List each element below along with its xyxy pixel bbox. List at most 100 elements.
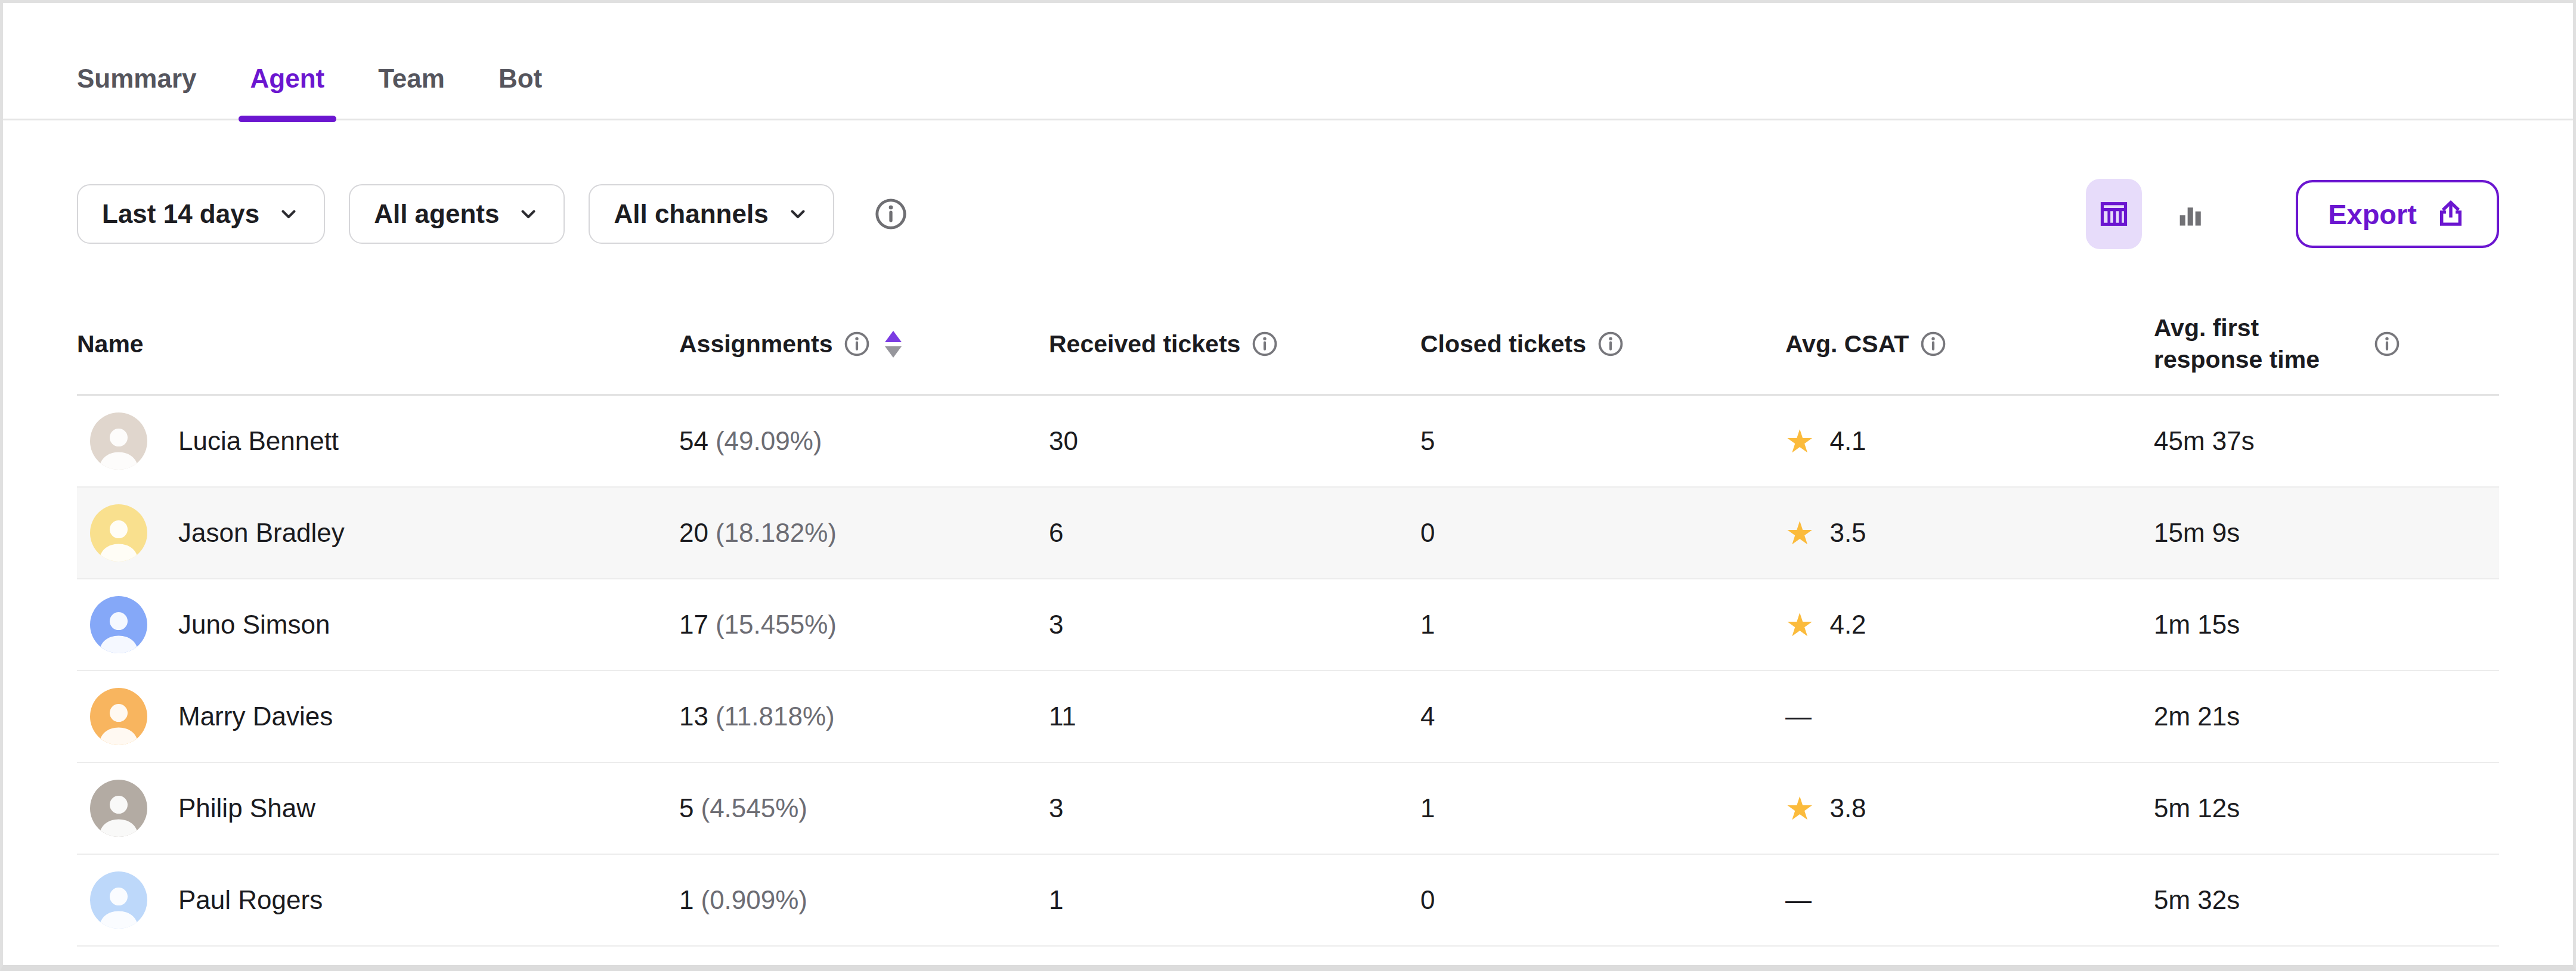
assignments-value: 17 — [679, 610, 708, 639]
closed-value: 0 — [1420, 518, 1435, 547]
assignments-percent: (49.09%) — [716, 426, 822, 455]
info-icon[interactable] — [843, 330, 871, 358]
sort-asc-icon — [885, 331, 902, 342]
upload-icon — [2435, 198, 2467, 230]
closed-value: 4 — [1420, 702, 1435, 731]
csat-value: 4.2 — [1829, 610, 1866, 640]
closed-value: 5 — [1420, 426, 1435, 455]
report-tabs: Summary Agent Team Bot — [3, 46, 2573, 120]
assignments-cell: 17 (15.455%) — [679, 610, 1049, 640]
closed-cell: 0 — [1420, 518, 1785, 548]
tab-team[interactable]: Team — [366, 46, 457, 119]
frt-value: 1m 15s — [2154, 610, 2240, 639]
agent-name-cell: Philip Shaw — [77, 780, 679, 837]
person-icon — [94, 513, 143, 561]
table-body: Lucia Bennett 54(49.09%) 30 5 ★ 4.1 45m … — [77, 396, 2499, 947]
received-value: 30 — [1049, 426, 1078, 455]
frt-value: 5m 32s — [2154, 885, 2240, 914]
agent-name: Paul Rogers — [178, 885, 323, 915]
agent-name: Lucia Bennett — [178, 426, 339, 456]
export-label: Export — [2328, 198, 2417, 231]
assignments-value: 54 — [679, 426, 708, 455]
closed-cell: 1 — [1420, 610, 1785, 640]
received-value: 6 — [1049, 518, 1063, 547]
csat-value: — — [1785, 702, 1812, 731]
avatar — [90, 871, 147, 929]
frt-value: 15m 9s — [2154, 518, 2240, 547]
filters-info-icon[interactable] — [874, 197, 908, 231]
table-row[interactable]: Jason Bradley 20(18.182%) 6 0 ★ 3.5 15m … — [77, 488, 2499, 579]
star-icon: ★ — [1785, 609, 1814, 641]
agent-name-cell: Juno Simson — [77, 596, 679, 653]
info-icon[interactable] — [2373, 330, 2401, 358]
agent-name: Philip Shaw — [178, 793, 315, 823]
chart-view-toggle[interactable] — [2162, 179, 2218, 249]
avatar — [90, 780, 147, 837]
frt-cell: 1m 15s — [2154, 610, 2499, 640]
column-header-name: Name — [77, 330, 679, 358]
star-icon: ★ — [1785, 425, 1814, 457]
table-row[interactable]: Paul Rogers 1(0.909%) 1 0 ★ — 5m 32s — [77, 855, 2499, 947]
received-cell: 3 — [1049, 610, 1420, 640]
received-value: 3 — [1049, 610, 1063, 639]
tab-agent[interactable]: Agent — [239, 46, 337, 119]
csat-cell: ★ 4.2 — [1785, 609, 2154, 641]
sort-control[interactable] — [885, 331, 902, 358]
tab-summary[interactable]: Summary — [65, 46, 209, 119]
tab-bot[interactable]: Bot — [487, 46, 554, 119]
assignments-value: 1 — [679, 885, 693, 914]
csat-value: 3.8 — [1829, 793, 1866, 823]
agent-name: Marry Davies — [178, 702, 333, 731]
closed-cell: 0 — [1420, 885, 1785, 915]
frt-cell: 45m 37s — [2154, 426, 2499, 456]
table-header-row: Name Assignments Received tickets Closed… — [77, 312, 2499, 396]
assignments-percent: (4.545%) — [701, 793, 807, 823]
star-icon: ★ — [1785, 792, 1814, 824]
frt-value: 5m 12s — [2154, 793, 2240, 823]
table-row[interactable]: Juno Simson 17 (15.455%) 3 1 ★ 4.2 1m 15s — [77, 579, 2499, 671]
table-row[interactable]: Marry Davies 13(11.818%) 11 4 ★ — 2m 21s — [77, 671, 2499, 763]
chevron-down-icon — [787, 203, 809, 225]
export-button[interactable]: Export — [2296, 180, 2499, 248]
assignments-value: 5 — [679, 793, 693, 823]
info-icon[interactable] — [1597, 330, 1624, 358]
agent-name-cell: Lucia Bennett — [77, 412, 679, 470]
received-cell: 3 — [1049, 793, 1420, 823]
info-icon[interactable] — [1919, 330, 1947, 358]
table-row[interactable]: Philip Shaw 5 (4.545%) 3 1 ★ 3.8 5m 12s — [77, 763, 2499, 855]
received-value: 3 — [1049, 793, 1063, 823]
assignments-value: 20 — [679, 518, 708, 547]
avatar — [90, 688, 147, 745]
filter-dropdown-2[interactable]: All channels — [589, 184, 834, 244]
closed-cell: 1 — [1420, 793, 1785, 823]
closed-cell: 5 — [1420, 426, 1785, 456]
person-icon — [94, 788, 143, 837]
person-icon — [94, 696, 143, 745]
received-cell: 1 — [1049, 885, 1420, 915]
chevron-down-icon — [517, 203, 540, 225]
assignments-percent: (0.909%) — [701, 885, 807, 914]
table-view-toggle[interactable] — [2086, 179, 2142, 249]
assignments-cell: 20(18.182%) — [679, 518, 1049, 548]
filter-dropdown-1[interactable]: All agents — [349, 184, 565, 244]
avatar — [90, 412, 147, 470]
frt-cell: 15m 9s — [2154, 518, 2499, 548]
table-row[interactable]: Lucia Bennett 54(49.09%) 30 5 ★ 4.1 45m … — [77, 396, 2499, 488]
assignments-cell: 13(11.818%) — [679, 702, 1049, 731]
assignments-percent: (15.455%) — [716, 610, 837, 639]
person-icon — [94, 421, 143, 470]
closed-value: 1 — [1420, 610, 1435, 639]
info-icon[interactable] — [1251, 330, 1278, 358]
agent-name-cell: Marry Davies — [77, 688, 679, 745]
filter-dropdown-0[interactable]: Last 14 days — [77, 184, 325, 244]
agent-name-cell: Jason Bradley — [77, 504, 679, 561]
frt-value: 2m 21s — [2154, 702, 2240, 731]
closed-cell: 4 — [1420, 702, 1785, 731]
column-header-frt: Avg. first response time — [2154, 312, 2499, 376]
closed-value: 0 — [1420, 885, 1435, 914]
filters-group: Last 14 days All agents All channels — [77, 184, 858, 244]
column-header-csat: Avg. CSAT — [1785, 330, 2154, 358]
received-cell: 6 — [1049, 518, 1420, 548]
csat-value: 3.5 — [1829, 518, 1866, 548]
frt-cell: 5m 32s — [2154, 885, 2499, 915]
